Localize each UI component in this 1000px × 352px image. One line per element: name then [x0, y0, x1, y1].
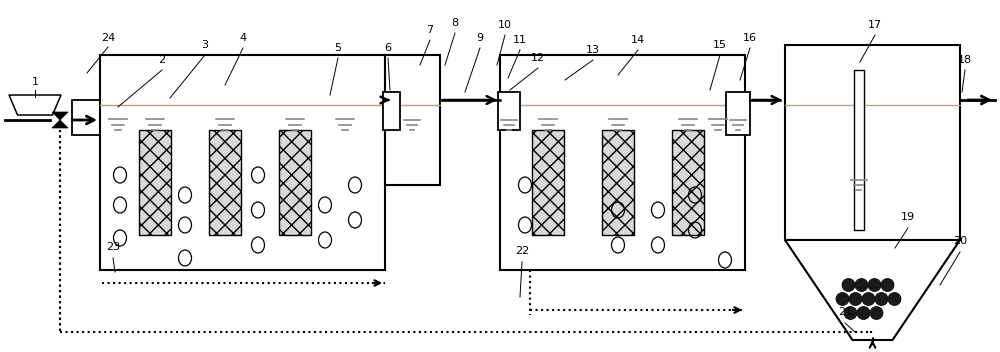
- Text: 23: 23: [106, 242, 120, 252]
- Circle shape: [888, 293, 901, 306]
- Text: 6: 6: [384, 43, 392, 53]
- Text: 18: 18: [958, 55, 972, 65]
- Bar: [385, 55, 440, 185]
- Text: 3: 3: [202, 40, 208, 50]
- Circle shape: [849, 293, 862, 306]
- Bar: [500, 55, 745, 270]
- Text: 17: 17: [868, 20, 882, 30]
- Bar: [72, 100, 100, 135]
- Bar: [383, 92, 400, 130]
- Bar: [854, 70, 864, 230]
- Text: 10: 10: [498, 20, 512, 30]
- Text: 4: 4: [239, 33, 247, 43]
- Bar: [279, 130, 311, 235]
- Text: 9: 9: [476, 33, 484, 43]
- Circle shape: [836, 293, 849, 306]
- Text: 24: 24: [101, 33, 115, 43]
- Circle shape: [855, 278, 868, 291]
- Text: 19: 19: [901, 212, 915, 222]
- Text: 5: 5: [334, 43, 342, 53]
- Bar: [726, 92, 750, 135]
- Circle shape: [875, 293, 888, 306]
- Bar: [209, 130, 241, 235]
- Text: 11: 11: [513, 35, 527, 45]
- Polygon shape: [52, 120, 68, 128]
- Text: 8: 8: [451, 18, 459, 28]
- Circle shape: [844, 307, 857, 320]
- Text: 2: 2: [158, 55, 166, 65]
- Polygon shape: [785, 240, 960, 340]
- Circle shape: [842, 278, 855, 291]
- Text: 12: 12: [531, 53, 545, 63]
- Text: 22: 22: [515, 246, 529, 256]
- Bar: [785, 45, 960, 240]
- Text: 16: 16: [743, 33, 757, 43]
- Text: 14: 14: [631, 35, 645, 45]
- Text: 21: 21: [838, 307, 852, 317]
- Text: 7: 7: [426, 25, 434, 35]
- Text: 1: 1: [32, 77, 38, 87]
- Circle shape: [862, 293, 875, 306]
- Bar: [498, 92, 520, 130]
- Bar: [532, 130, 564, 235]
- Polygon shape: [52, 112, 68, 120]
- Circle shape: [857, 307, 870, 320]
- Text: 15: 15: [713, 40, 727, 50]
- Text: 20: 20: [953, 236, 967, 246]
- Bar: [602, 130, 634, 235]
- Bar: [139, 130, 171, 235]
- Circle shape: [881, 278, 894, 291]
- Bar: [672, 130, 704, 235]
- Circle shape: [868, 278, 881, 291]
- Circle shape: [870, 307, 883, 320]
- Bar: [100, 55, 385, 270]
- Text: 13: 13: [586, 45, 600, 55]
